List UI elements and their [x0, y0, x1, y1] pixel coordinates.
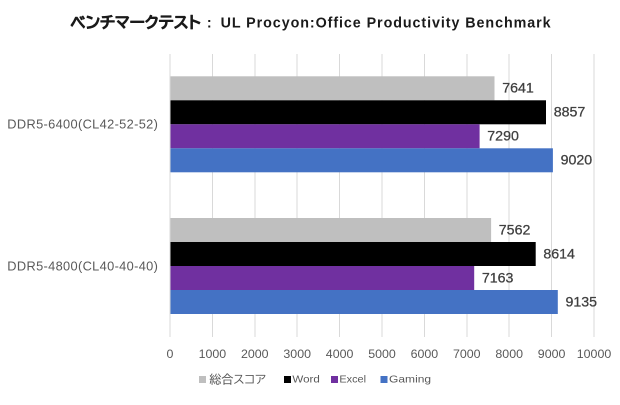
svg-text:UL Procyon:Office Productivity: UL Procyon:Office Productivity Benchmark	[221, 16, 551, 32]
svg-text:3000: 3000	[283, 347, 311, 361]
svg-text:DDR5-6400(CL42-52-52): DDR5-6400(CL42-52-52)	[7, 117, 158, 132]
svg-text:8857: 8857	[554, 105, 586, 121]
svg-text:6000: 6000	[411, 347, 439, 361]
svg-text:7641: 7641	[502, 81, 534, 97]
svg-text:0: 0	[167, 347, 174, 361]
svg-text::: :	[207, 16, 212, 32]
svg-text:4000: 4000	[326, 347, 354, 361]
svg-text:9020: 9020	[561, 153, 593, 169]
svg-text:7562: 7562	[499, 223, 531, 239]
svg-text:10000: 10000	[577, 347, 612, 361]
svg-text:2000: 2000	[241, 347, 269, 361]
svg-text:Gaming: Gaming	[389, 374, 431, 385]
svg-text:7163: 7163	[482, 271, 514, 287]
svg-text:7000: 7000	[453, 347, 481, 361]
svg-text:9135: 9135	[566, 295, 598, 311]
svg-text:8614: 8614	[543, 247, 575, 263]
svg-text:1000: 1000	[199, 347, 227, 361]
svg-text:7290: 7290	[487, 129, 519, 145]
svg-text:8000: 8000	[495, 347, 523, 361]
svg-text:5000: 5000	[368, 347, 396, 361]
svg-text:DDR5-4800(CL40-40-40): DDR5-4800(CL40-40-40)	[7, 258, 158, 273]
svg-text:9000: 9000	[538, 347, 566, 361]
svg-text:Word: Word	[292, 374, 319, 385]
svg-text:Excel: Excel	[339, 375, 366, 385]
